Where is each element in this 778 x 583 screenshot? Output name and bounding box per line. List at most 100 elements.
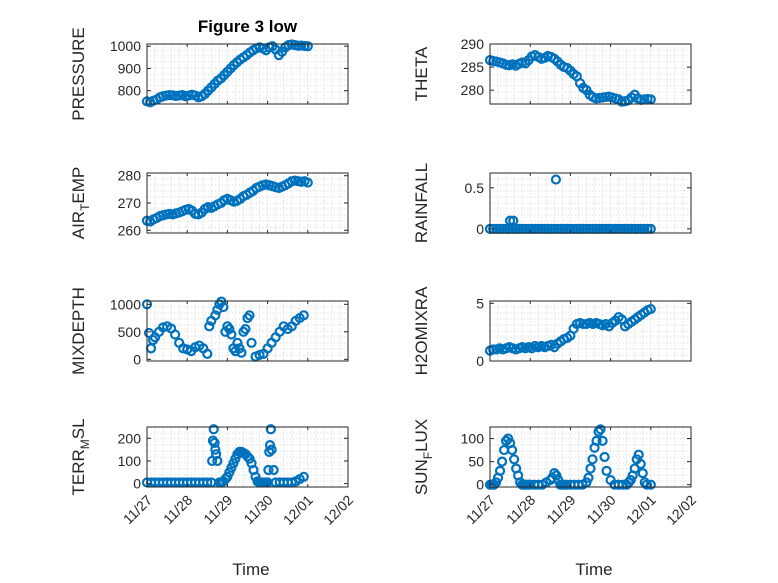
pressure-ytick-label: 900	[118, 60, 142, 76]
theta-ytick-label: 280	[461, 82, 485, 98]
terr_msl-point	[208, 424, 219, 435]
grid-pressure	[147, 44, 348, 104]
mixdepth-point	[224, 323, 235, 335]
series-terr_msl	[141, 424, 309, 488]
h2omixra-point	[578, 318, 589, 330]
grid-mixdepth	[147, 301, 348, 361]
terr_msl-point	[265, 424, 276, 435]
sun_flux-point	[587, 454, 598, 465]
mixdepth-point	[216, 296, 227, 307]
grid-theta	[490, 44, 691, 104]
rainfall-point	[505, 215, 516, 226]
mixdepth-point	[204, 321, 215, 332]
air_temp-point	[302, 177, 313, 188]
terr_msl-point	[202, 477, 213, 488]
grid-terr_msl	[147, 427, 348, 487]
series-mixdepth	[141, 296, 309, 362]
sun_flux-point	[635, 458, 646, 470]
sun_flux-point	[593, 426, 604, 437]
terr_msl-ylabel: TERRMSL	[69, 418, 92, 495]
pressure-ylabel: PRESSURE	[69, 27, 88, 121]
terr_msl-point	[212, 455, 223, 467]
sun_flux-ytick-label: 50	[468, 454, 484, 470]
mixdepth-ytick-label: 0	[133, 351, 141, 367]
sun_flux-point	[509, 454, 520, 465]
x-axis-label-left: Time	[232, 560, 269, 579]
sun_flux-point	[645, 479, 656, 490]
pressure-ytick-label: 1000	[110, 38, 141, 54]
air_temp-ytick-label: 280	[118, 168, 142, 184]
sun_flux-point	[507, 444, 518, 456]
h2omixra-point	[488, 344, 499, 355]
panel-air_temp: 260 270 280 AIRTEMP	[69, 167, 349, 239]
air_temp-ytick-label: 260	[118, 222, 142, 238]
theta-ytick-label: 290	[461, 36, 485, 52]
mixdepth-ylabel: MIXDEPTH	[69, 287, 88, 375]
mixdepth-point	[246, 337, 257, 348]
mixdepth-point	[298, 310, 309, 321]
mixdepth-point	[240, 323, 251, 335]
mixdepth-point	[226, 329, 237, 340]
series-pressure	[141, 39, 313, 108]
series-air_temp	[141, 175, 313, 227]
rainfall-ylabel: RAINFALL	[412, 163, 431, 243]
sun_flux-ytick-label: 100	[461, 431, 485, 447]
series-sun_flux	[484, 424, 656, 490]
h2omixra-point	[645, 303, 656, 315]
h2omixra-ylabel: H2OMIXRA	[412, 286, 431, 375]
terr_msl-ytick-label: 0	[133, 476, 141, 492]
air_temp-ytick-label: 270	[118, 195, 142, 211]
sun_flux-point	[599, 451, 610, 463]
sun_flux-point	[595, 424, 606, 435]
x-axis-label-right: Time	[575, 560, 612, 579]
terr_msl-ytick-label: 100	[118, 453, 142, 469]
h2omixra-ytick-label: 0	[476, 353, 484, 369]
mixdepth-point	[236, 347, 247, 358]
terr_msl-point	[209, 437, 220, 448]
terr_msl-point	[263, 464, 274, 476]
panel-h2omixra: 0 5 H2OMIXRA	[412, 286, 692, 375]
mixdepth-point	[210, 310, 221, 321]
terr_msl-point	[264, 446, 275, 458]
panel-rainfall: 0 0.5 RAINFALL	[412, 163, 692, 243]
terr_msl-ytick-label: 200	[118, 430, 142, 446]
theta-ytick-label: 285	[461, 59, 485, 75]
grid-rainfall	[490, 173, 691, 233]
sun_flux-point	[591, 435, 602, 446]
mixdepth-ytick-label: 500	[118, 324, 142, 340]
terr_msl-point	[264, 440, 276, 451]
mixdepth-point	[202, 348, 213, 359]
terr_msl-point	[266, 444, 277, 455]
rainfall-point	[508, 215, 519, 226]
pressure-point	[302, 41, 313, 52]
series-theta	[484, 49, 656, 107]
sun_flux-point	[637, 468, 648, 479]
sun_flux-point	[633, 449, 644, 460]
mixdepth-point	[170, 329, 181, 340]
mixdepth-point	[244, 310, 255, 321]
sun_flux-ylabel: SUNFLUX	[412, 419, 435, 495]
sun_flux-point	[583, 472, 594, 483]
mixdepth-ytick-label: 1000	[110, 296, 141, 312]
grid-sun_flux	[490, 427, 691, 487]
rainfall-ytick-label: 0	[476, 221, 484, 237]
theta-ylabel: THETA	[412, 46, 431, 101]
sun_flux-point	[585, 463, 596, 474]
sun_flux-point	[494, 465, 506, 476]
sun_flux-point	[601, 465, 612, 476]
sun_flux-point	[496, 456, 508, 467]
rainfall-point	[550, 174, 562, 185]
grid-air_temp	[147, 173, 348, 233]
terr_msl-point	[298, 471, 309, 482]
panel-mixdepth: 0 500 1000 MIXDEPTH	[69, 287, 349, 375]
panel-pressure: 800 900 1000 PRESSURE Figure 3 low	[69, 17, 349, 121]
terr_msl-point	[268, 464, 279, 476]
panel-theta: 280 285 290 THETA	[412, 36, 692, 107]
sun_flux-ytick-label: 0	[476, 477, 484, 493]
rainfall-ytick-label: 0.5	[465, 180, 485, 196]
mixdepth-point	[232, 337, 243, 348]
mixdepth-point	[218, 301, 229, 313]
terr_msl-point	[210, 444, 221, 455]
chart-title: Figure 3 low	[198, 17, 298, 36]
